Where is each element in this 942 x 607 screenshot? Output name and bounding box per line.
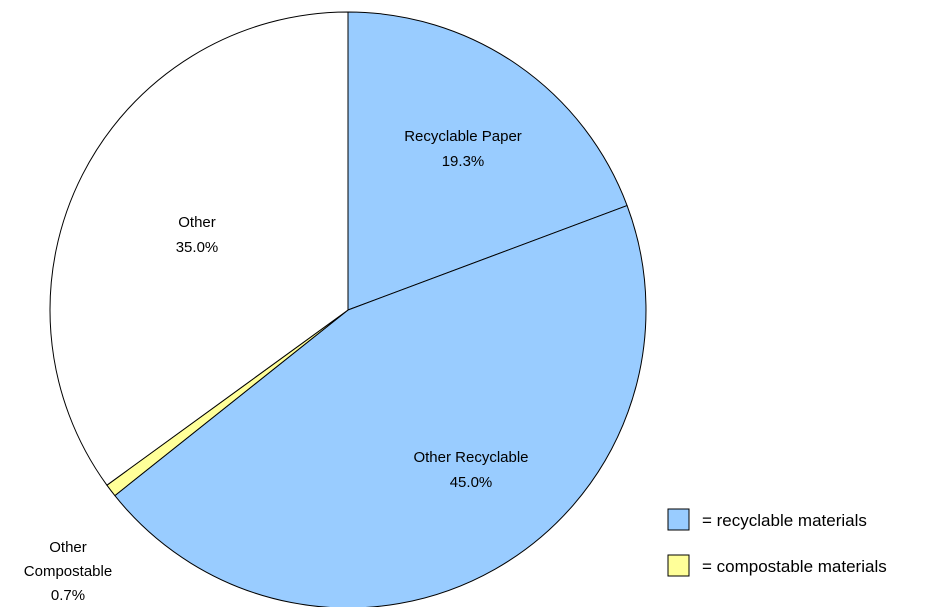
slice-value-recyclable-paper: 19.3% xyxy=(442,153,485,170)
slice-label-other-recyclable: Other Recyclable xyxy=(413,449,528,466)
slice-value-other-compostable: 0.7% xyxy=(51,587,85,604)
slice-value-other-recyclable: 45.0% xyxy=(450,474,493,491)
legend-label-recyclable: = recyclable materials xyxy=(702,511,867,530)
slice-value-other: 35.0% xyxy=(176,239,219,256)
slice-label-other-compostable-line2: Compostable xyxy=(24,563,112,580)
pie-slice-other xyxy=(49,11,349,486)
pie-slices xyxy=(49,11,647,607)
legend-swatch-recyclable xyxy=(667,508,690,531)
legend-label-compostable: = compostable materials xyxy=(702,557,887,576)
slice-label-other: Other xyxy=(178,214,216,231)
legend-swatch-compostable xyxy=(667,554,690,577)
pie-slice-recyclable-paper xyxy=(347,11,628,311)
pie-slice-other-recyclable xyxy=(114,205,647,607)
slice-label-recyclable-paper: Recyclable Paper xyxy=(404,128,522,145)
legend: = recyclable materials = compostable mat… xyxy=(667,508,887,577)
slice-label-other-compostable-line1: Other xyxy=(49,539,87,556)
